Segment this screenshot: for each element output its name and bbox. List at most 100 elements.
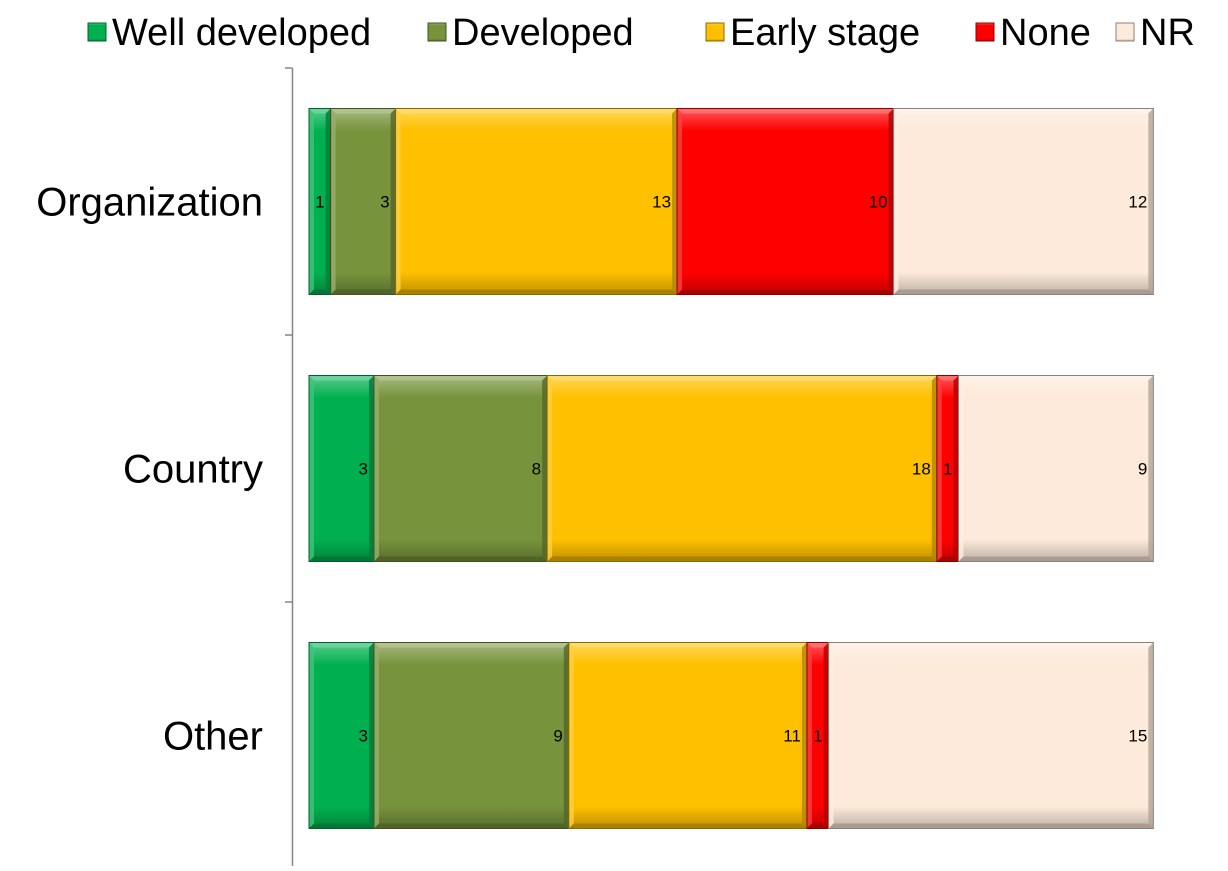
bar-bevel-top — [309, 108, 331, 114]
bar-bevel-top — [309, 375, 374, 381]
bar-bevel-left — [893, 108, 899, 295]
bar-bevel-left — [806, 642, 812, 829]
legend-item-well-developed: Well developed — [87, 12, 371, 54]
bar-segment-country-none — [936, 375, 959, 562]
legend-label-nr: NR — [1140, 12, 1195, 54]
bar-bevel-top — [395, 108, 678, 114]
bar-outline — [828, 642, 1154, 829]
legend-swatch-nr — [1115, 22, 1135, 42]
bar-segment-other-nr — [828, 642, 1154, 829]
legend-label-well-developed: Well developed — [112, 12, 371, 54]
data-label-country-well-developed: 3 — [358, 460, 367, 479]
bar-bevel-top — [806, 642, 829, 648]
bar-segment-organization-nr — [893, 108, 1154, 295]
legend-swatch-none — [975, 22, 995, 42]
bar-bevel-right — [325, 108, 331, 295]
bar-segment-other-well-developed — [308, 642, 375, 829]
bar-bevel-bottom — [893, 289, 1154, 295]
bar-bevel-top — [330, 108, 396, 114]
bar-bevel-right — [368, 642, 374, 829]
bar-bevel-left — [677, 108, 683, 295]
bar-bevel-right — [953, 375, 959, 562]
bar-bevel-right — [1148, 642, 1154, 829]
bar-bevel-left — [395, 108, 401, 295]
legend-item-none: None — [975, 12, 1091, 54]
bar-bevel-left — [373, 375, 379, 562]
bar-bevel-top — [568, 642, 807, 648]
legend-item-developed: Developed — [427, 12, 634, 54]
bar-bevel-bottom — [330, 289, 396, 295]
bar-bevel-left — [547, 375, 553, 562]
bar-bevel-top — [958, 375, 1154, 381]
bar-bevel-bottom — [936, 556, 959, 562]
legend-swatch-well-developed — [87, 22, 107, 42]
bar-bevel-right — [672, 108, 678, 295]
data-label-country-nr: 9 — [1138, 460, 1147, 479]
bar-segment-country-well-developed — [308, 375, 375, 562]
legend-label-none: None — [1000, 12, 1091, 54]
bar-bevel-left — [373, 642, 379, 829]
bar-other-nr — [828, 642, 1154, 829]
bar-bevel-top — [828, 642, 1154, 648]
bar-bevel-left — [828, 642, 834, 829]
bar-bevel-left — [330, 108, 336, 295]
bar-bevel-left — [309, 375, 314, 562]
bar-bevel-bottom — [677, 289, 894, 295]
bar-bevel-bottom — [395, 289, 678, 295]
bar-bevel-top — [373, 642, 569, 648]
plot-area: 1 3 13 10 123 8 18 1 93 9 11 1 15 — [308, 108, 1154, 829]
bar-organization-nr — [893, 108, 1154, 295]
bar-bevel-right — [563, 642, 569, 829]
bar-segment-organization-developed — [330, 108, 397, 295]
bar-bevel-bottom — [373, 556, 548, 562]
bar-bevel-bottom — [568, 823, 807, 829]
category-label-other: Other — [163, 715, 263, 759]
bar-other-none — [806, 642, 829, 829]
legend-label-early-stage: Early stage — [730, 12, 920, 54]
bar-bevel-right — [823, 642, 829, 829]
legend-swatch-early-stage — [705, 22, 725, 42]
bar-bevel-right — [542, 375, 548, 562]
bar-country-nr — [958, 375, 1154, 562]
bar-bevel-right — [1148, 375, 1154, 562]
data-label-other-none: 1 — [813, 727, 822, 746]
bar-bevel-bottom — [806, 823, 829, 829]
bar-bevel-left — [309, 642, 314, 829]
bar-bevel-top — [309, 642, 374, 648]
bar-segment-other-early-stage — [568, 642, 808, 829]
bar-bevel-left — [936, 375, 942, 562]
legend-item-nr: NR — [1115, 12, 1195, 54]
bar-bevel-bottom — [373, 823, 569, 829]
bar-bevel-left — [568, 642, 574, 829]
bar-bevel-right — [1148, 108, 1154, 295]
bar-country-well-developed — [309, 375, 374, 562]
bar-country-none — [936, 375, 959, 562]
legend-item-early-stage: Early stage — [705, 12, 920, 54]
bar-country-developed — [373, 375, 548, 562]
bar-bevel-right — [801, 642, 807, 829]
category-label-organization: Organization — [36, 181, 263, 225]
bar-organization-none — [677, 108, 894, 295]
bar-other-well-developed — [309, 642, 374, 829]
data-label-other-nr: 15 — [1128, 727, 1147, 746]
bar-bevel-top — [936, 375, 959, 381]
data-label-country-none: 1 — [943, 460, 952, 479]
data-label-other-well-developed: 3 — [358, 727, 367, 746]
bar-other-developed — [373, 642, 569, 829]
bar-outline — [893, 108, 1154, 295]
data-label-other-developed: 9 — [553, 727, 562, 746]
data-label-organization-developed: 3 — [380, 193, 389, 212]
data-label-organization-well-developed: 1 — [315, 193, 324, 212]
bar-organization-well-developed — [309, 108, 331, 295]
data-label-organization-nr: 12 — [1128, 193, 1147, 212]
bar-bevel-top — [547, 375, 937, 381]
bar-segment-organization-early-stage — [395, 108, 678, 295]
legend-swatch-developed — [427, 22, 447, 42]
legend-label-developed: Developed — [452, 12, 634, 54]
bar-segment-country-developed — [373, 375, 548, 562]
bar-outline — [958, 375, 1154, 562]
bar-bevel-bottom — [828, 823, 1154, 829]
bar-organization-developed — [330, 108, 396, 295]
